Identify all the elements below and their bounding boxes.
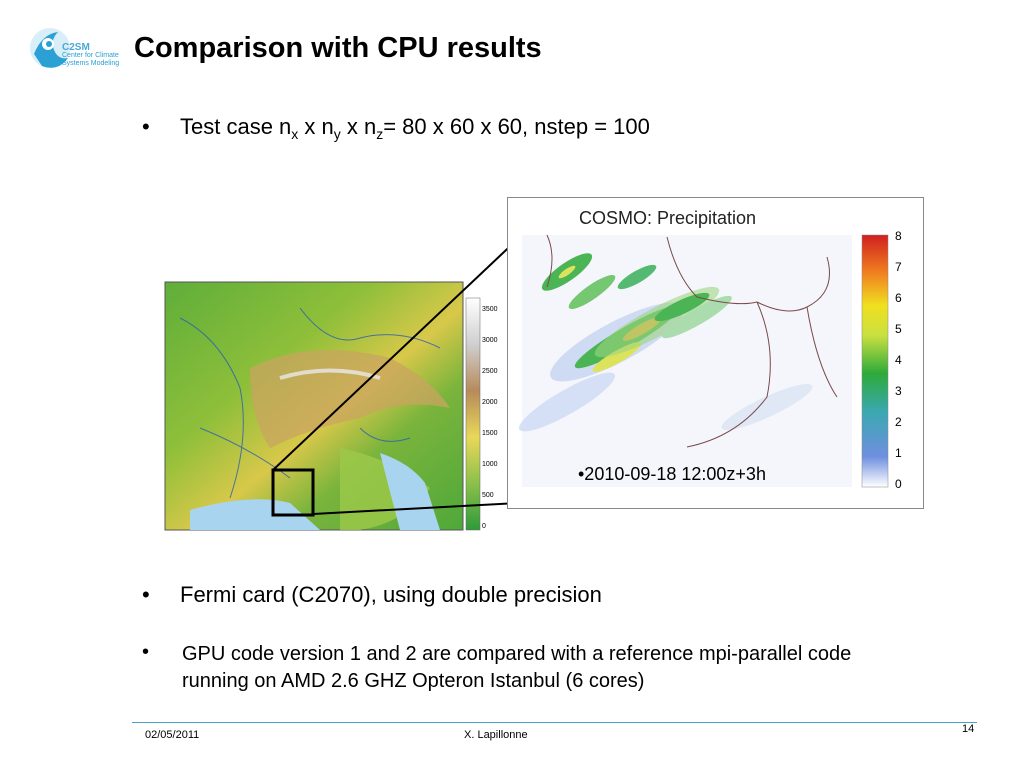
precipitation-map: COSMO: Precipitation 8 7 6 5 4 3 2 1 0 <box>507 197 924 509</box>
precip-tick: 4 <box>895 353 902 367</box>
precip-tick: 3 <box>895 384 902 398</box>
bullet-dot: • <box>142 641 150 663</box>
topo-tick: 0 <box>482 523 486 530</box>
precip-tick: 1 <box>895 446 902 460</box>
precip-tick: 2 <box>895 415 902 429</box>
bullet-dot: • <box>142 582 150 607</box>
topo-tick: 3000 <box>482 337 498 344</box>
logo-name: C2SM <box>62 42 90 53</box>
topo-tick: 1500 <box>482 430 498 437</box>
test-case-bullet: Test case nx x ny x nz= 80 x 60 x 60, ns… <box>180 114 650 142</box>
footer-divider <box>132 722 977 723</box>
bullet-dot: • <box>142 114 150 139</box>
topo-tick: 2500 <box>482 368 498 375</box>
c2sm-logo: C2SM Center for Climate Systems Modeling <box>28 14 124 82</box>
page-number: 14 <box>962 723 975 735</box>
footer-author: X. Lapillonne <box>464 729 528 741</box>
precip-tick: 0 <box>895 477 902 491</box>
gpu-comparison-bullet: GPU code version 1 and 2 are compared wi… <box>182 643 852 692</box>
timestamp-label: •2010-09-18 12:00z+3h <box>578 464 766 484</box>
topo-tick: 3500 <box>482 306 498 313</box>
logo-subtitle-2: Systems Modeling <box>62 60 120 67</box>
precip-map-title: COSMO: Precipitation <box>579 208 756 228</box>
topo-tick: 2000 <box>482 399 498 406</box>
wave-logo-icon <box>30 28 70 68</box>
precip-tick: 8 <box>895 229 902 243</box>
slide-title: Comparison with CPU results <box>134 32 542 64</box>
footer-date: 02/05/2011 <box>145 729 200 741</box>
logo-subtitle-1: Center for Climate <box>62 52 119 59</box>
fermi-bullet: Fermi card (C2070), using double precisi… <box>180 582 602 607</box>
precip-tick: 7 <box>895 260 902 274</box>
precip-tick: 6 <box>895 291 902 305</box>
topo-tick: 500 <box>482 492 494 499</box>
topography-map: 3500 3000 2500 2000 1500 1000 500 0 <box>164 281 498 531</box>
topo-tick: 1000 <box>482 461 498 468</box>
precip-tick: 5 <box>895 322 902 336</box>
